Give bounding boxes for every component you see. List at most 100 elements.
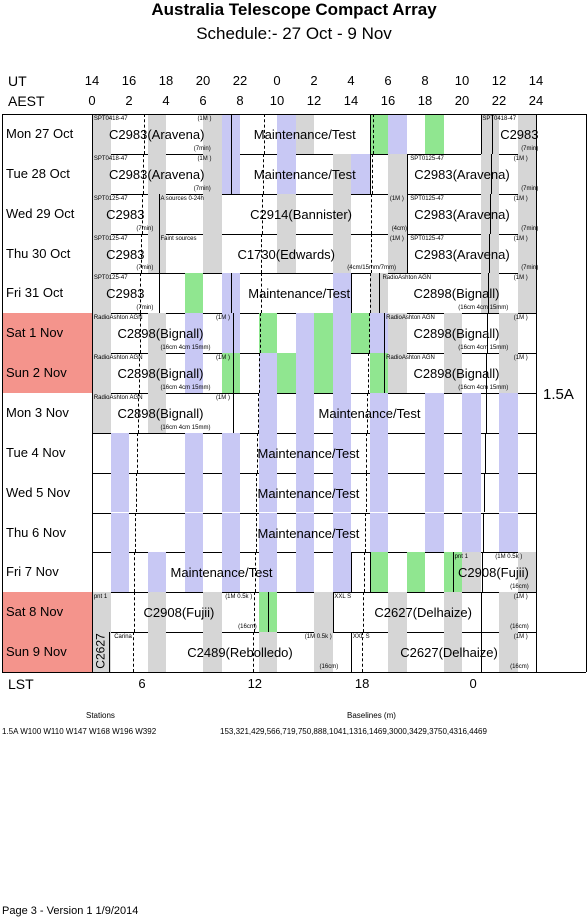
time-band xyxy=(184,472,203,513)
time-band xyxy=(147,233,166,274)
aest-tick-label: 8 xyxy=(236,93,244,108)
program-label: C2898(Bignall) xyxy=(413,366,500,382)
program-source-note: SPT0418-47 xyxy=(93,155,128,162)
time-band xyxy=(110,552,129,593)
time-band xyxy=(221,512,240,553)
lst-tick-label: 12 xyxy=(247,676,263,691)
program-source-note: Faint sources xyxy=(160,235,197,242)
day-label: Tue 28 Oct xyxy=(2,153,92,194)
time-band xyxy=(147,153,166,194)
time-band xyxy=(388,632,407,672)
time-band xyxy=(388,353,407,393)
ut-tick-label: 0 xyxy=(273,73,281,88)
time-band xyxy=(406,552,425,593)
program-band-note: (16cm) xyxy=(238,624,257,631)
time-band xyxy=(295,552,314,593)
config-bottom-border xyxy=(536,671,586,673)
program-label: C2983 xyxy=(106,246,145,262)
time-band xyxy=(425,512,444,553)
program-band-note: (7min) xyxy=(521,265,539,272)
lst-dashed-line xyxy=(362,632,364,672)
time-band xyxy=(480,273,499,314)
time-band xyxy=(203,632,222,672)
program-band-note: (16cm) xyxy=(510,584,529,591)
time-band xyxy=(277,114,296,154)
time-band xyxy=(258,512,277,553)
program-label: Maintenance/Test xyxy=(257,445,360,461)
lst-dashed-line xyxy=(136,472,138,513)
program-label: C2489(Rebolledo) xyxy=(187,645,293,661)
time-band xyxy=(369,313,388,354)
lst-zero-line xyxy=(489,233,491,274)
program-band-note: (7min) xyxy=(521,145,539,152)
program-separator xyxy=(384,353,386,393)
time-band xyxy=(147,632,166,672)
lst-dashed-line xyxy=(258,392,260,433)
time-band xyxy=(184,353,203,393)
time-band xyxy=(499,592,518,633)
time-band xyxy=(147,193,166,234)
program-source-note: A sources 0-24h xyxy=(160,195,204,202)
program-separator xyxy=(480,114,482,154)
aest-tick-label: 14 xyxy=(343,93,359,108)
program-source-note: (1M ) xyxy=(197,155,212,162)
program-label: C2627(Delhaize) xyxy=(374,605,472,621)
time-band xyxy=(314,592,333,633)
program-band-note: (4cm) xyxy=(391,225,408,232)
program-source-note: SPT0418-47 xyxy=(482,116,517,122)
lst-zero-line xyxy=(483,472,485,513)
time-band xyxy=(480,193,499,234)
time-band xyxy=(443,353,462,393)
time-band xyxy=(332,552,351,593)
time-band xyxy=(332,233,351,274)
program-separator xyxy=(406,153,408,194)
lst-dashed-line xyxy=(261,233,263,274)
program-source-note: RadioAshton AGN xyxy=(382,275,432,282)
time-band xyxy=(221,313,240,354)
time-band xyxy=(203,592,222,633)
time-band xyxy=(425,432,444,473)
time-band xyxy=(388,153,407,194)
lst-dashed-line xyxy=(256,472,258,513)
program-separator xyxy=(230,153,232,194)
program-band-note: (16cm 4cm 15mm) xyxy=(160,384,211,391)
ut-tick-label: 14 xyxy=(84,73,100,88)
lst-dashed-line xyxy=(253,592,255,633)
lst-dashed-line xyxy=(368,313,370,354)
program-band-note: (16cm 4cm 15mm) xyxy=(160,424,211,431)
lst-dashed-line xyxy=(262,193,264,234)
lst-dashed-line xyxy=(254,552,256,593)
ut-tick-label: 10 xyxy=(454,73,470,88)
time-band xyxy=(221,552,240,593)
program-label: Maintenance/Test xyxy=(253,166,356,182)
program-separator xyxy=(351,632,352,672)
time-band xyxy=(388,193,407,234)
program-separator xyxy=(378,273,380,314)
time-band xyxy=(499,313,518,354)
row-divider xyxy=(2,671,536,673)
time-band xyxy=(92,632,111,672)
time-band xyxy=(369,432,388,473)
lst-dashed-line xyxy=(138,353,140,393)
lst-dashed-line xyxy=(133,592,135,633)
time-band xyxy=(184,432,203,473)
time-band xyxy=(369,472,388,513)
lst-dashed-line xyxy=(142,193,144,234)
lst-dashed-line xyxy=(365,472,367,513)
time-band xyxy=(92,313,111,354)
program-source-note: XXL S xyxy=(334,594,352,601)
lst-dashed-line xyxy=(140,273,142,314)
time-band xyxy=(499,353,518,393)
time-band xyxy=(388,313,407,354)
time-band xyxy=(203,153,222,194)
time-band xyxy=(92,114,111,154)
aest-tick-label: 4 xyxy=(162,93,170,108)
time-band xyxy=(443,313,462,354)
program-separator xyxy=(369,552,371,593)
ut-tick-label: 8 xyxy=(421,73,429,88)
time-band xyxy=(351,313,370,354)
row-divider xyxy=(2,273,536,275)
time-band xyxy=(332,353,351,393)
time-band xyxy=(462,512,481,553)
time-band xyxy=(332,153,351,194)
